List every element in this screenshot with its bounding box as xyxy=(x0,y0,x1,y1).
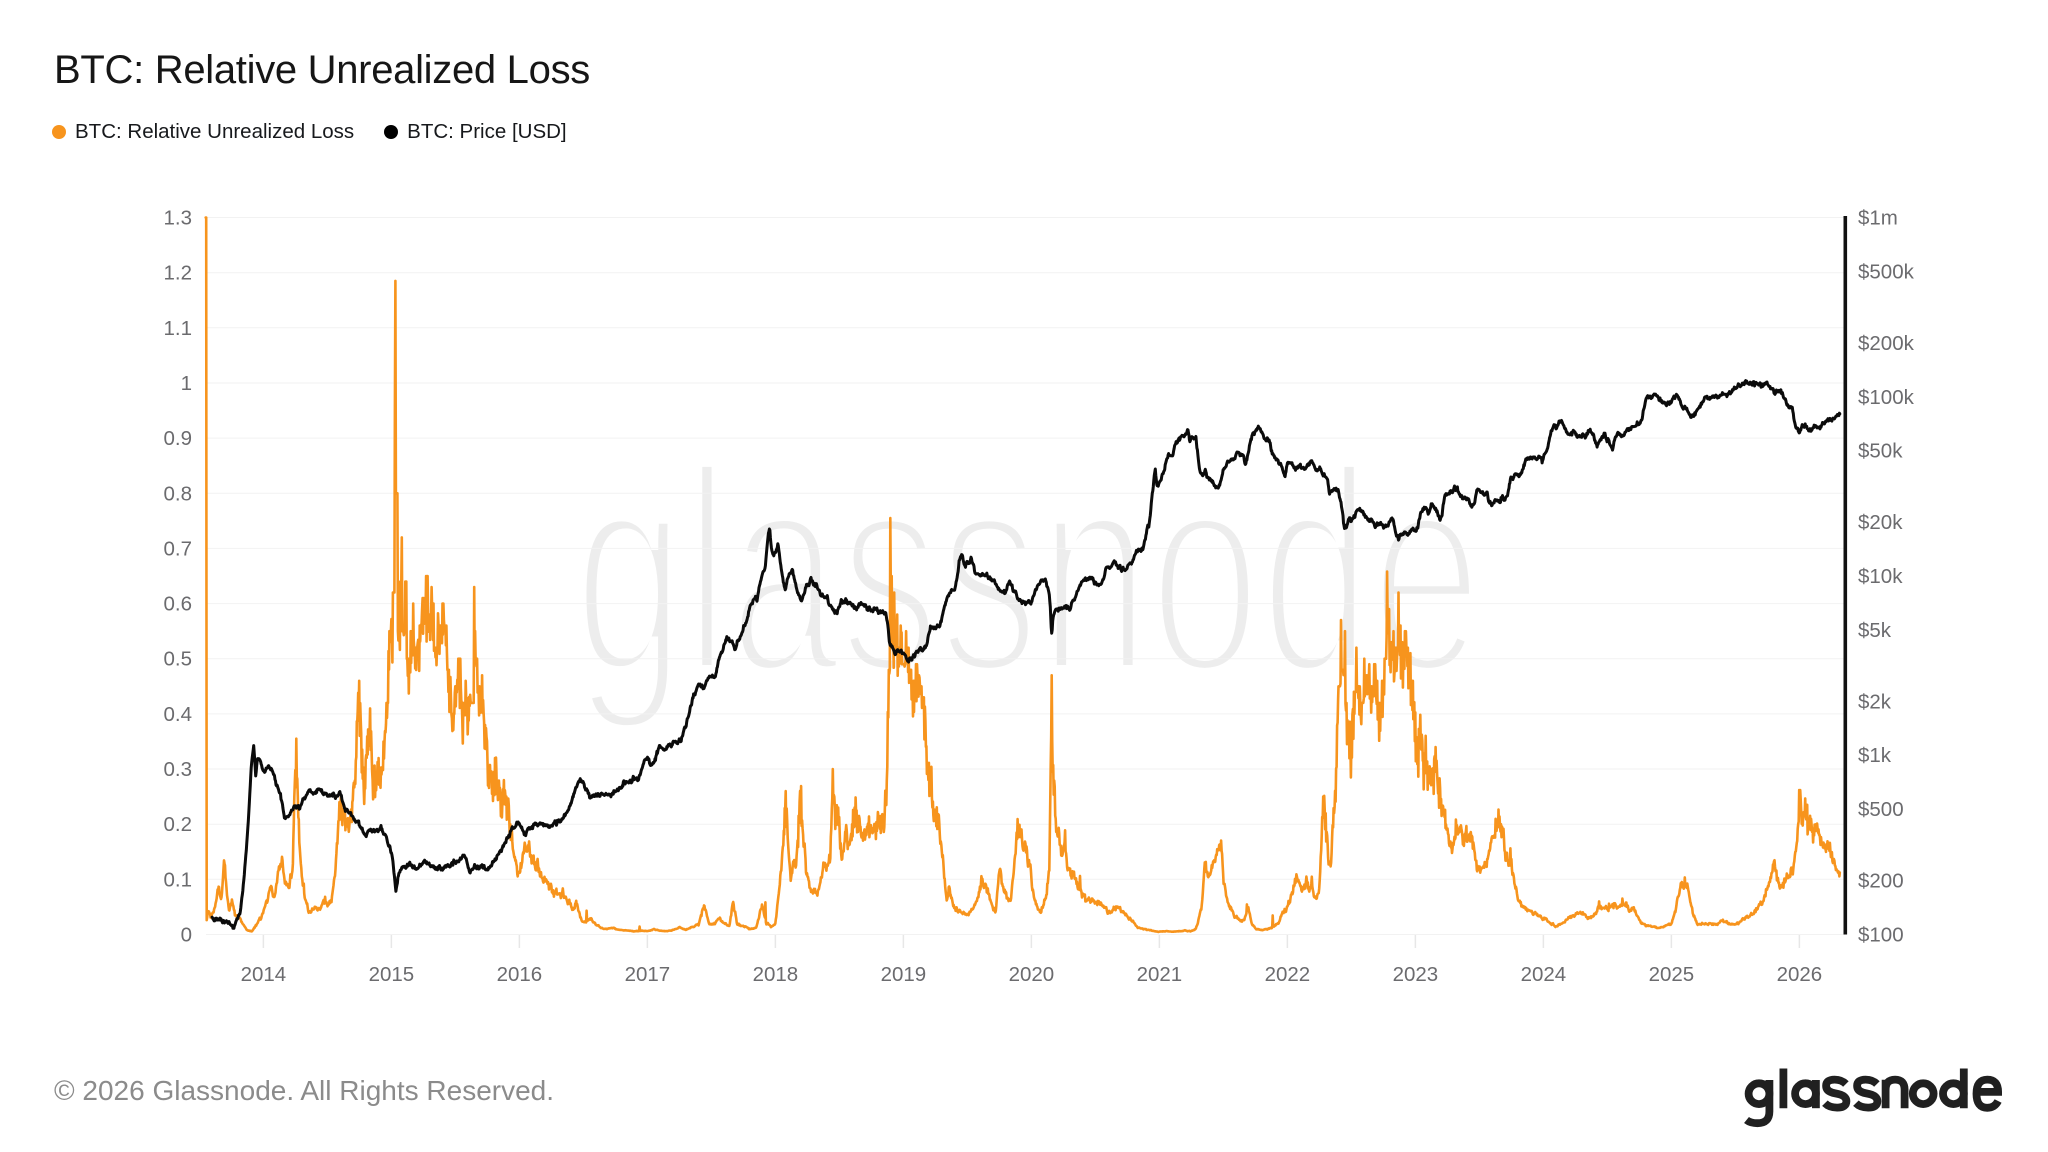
svg-text:2026: 2026 xyxy=(1777,963,1823,986)
svg-text:2023: 2023 xyxy=(1393,963,1439,986)
svg-text:2016: 2016 xyxy=(497,963,543,986)
svg-text:$20k: $20k xyxy=(1858,511,1903,534)
svg-text:$5k: $5k xyxy=(1858,619,1892,642)
svg-text:0.6: 0.6 xyxy=(164,593,193,616)
svg-text:0.3: 0.3 xyxy=(164,758,193,781)
svg-text:0.2: 0.2 xyxy=(164,813,193,836)
svg-text:$200: $200 xyxy=(1858,870,1904,893)
svg-text:0.9: 0.9 xyxy=(164,427,193,450)
svg-text:$100k: $100k xyxy=(1858,386,1915,409)
svg-text:$1k: $1k xyxy=(1858,744,1892,767)
svg-text:0.8: 0.8 xyxy=(164,482,193,505)
svg-text:0.4: 0.4 xyxy=(164,703,193,726)
svg-text:2018: 2018 xyxy=(753,963,799,986)
svg-text:0: 0 xyxy=(181,924,192,947)
svg-text:0.5: 0.5 xyxy=(164,648,193,671)
svg-text:$100: $100 xyxy=(1858,924,1904,947)
svg-text:$10k: $10k xyxy=(1858,565,1903,588)
svg-text:1: 1 xyxy=(181,372,192,395)
svg-text:2014: 2014 xyxy=(241,963,287,986)
svg-text:1.2: 1.2 xyxy=(164,262,193,285)
svg-text:$1m: $1m xyxy=(1858,207,1898,230)
svg-text:2024: 2024 xyxy=(1521,963,1567,986)
svg-text:2015: 2015 xyxy=(369,963,415,986)
svg-text:0.1: 0.1 xyxy=(164,868,193,891)
svg-text:glassnode: glassnode xyxy=(574,409,1482,734)
svg-text:$2k: $2k xyxy=(1858,690,1892,713)
svg-text:2019: 2019 xyxy=(881,963,927,986)
svg-text:2020: 2020 xyxy=(1009,963,1055,986)
svg-text:2025: 2025 xyxy=(1649,963,1695,986)
svg-text:0.7: 0.7 xyxy=(164,537,193,560)
svg-text:1.1: 1.1 xyxy=(164,317,193,340)
svg-text:1.3: 1.3 xyxy=(164,207,193,230)
svg-text:2021: 2021 xyxy=(1137,963,1183,986)
svg-text:© 2026 Glassnode. All Rights R: © 2026 Glassnode. All Rights Reserved. xyxy=(54,1075,554,1106)
svg-text:$200k: $200k xyxy=(1858,332,1915,355)
svg-text:$500: $500 xyxy=(1858,798,1904,821)
svg-text:$500k: $500k xyxy=(1858,261,1915,284)
svg-text:2022: 2022 xyxy=(1265,963,1311,986)
svg-text:$50k: $50k xyxy=(1858,440,1903,463)
svg-text:2017: 2017 xyxy=(625,963,671,986)
